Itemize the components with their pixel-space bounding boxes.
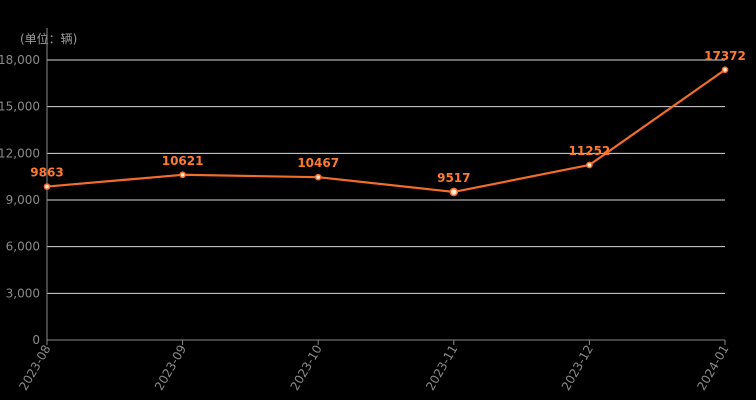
y-tick-label: 6,000 [6,240,40,254]
y-tick-label: 9,000 [6,193,40,207]
data-label: 17372 [704,49,746,63]
data-point [449,187,459,197]
series-line-path [46,68,726,194]
y-tick-label: 3,000 [6,286,40,300]
data-label: 10621 [162,154,204,168]
data-label: 9517 [437,171,470,185]
y-tick-label: 0 [32,333,40,347]
data-label: 11252 [569,144,611,158]
x-tick-label: 2024-01 [694,343,731,393]
y-tick-label: 12,000 [0,146,40,160]
data-label: 9863 [30,166,63,180]
series-line [46,68,726,194]
data-point [179,171,186,179]
x-axis: 2023-08 2023-09 2023-10 2023-11 2023-12 2024-… [16,28,732,393]
data-labels: 9863 10621 10467 9517 11252 17372 [30,49,746,185]
y-axis-ticks: 0 3,000 6,000 9,000 12,000 15,000 18,000 [0,53,40,347]
data-label: 10467 [297,156,339,170]
data-points [43,66,729,197]
data-point [314,173,322,181]
grid-lines [47,59,725,294]
x-tick-label: 2023-11 [423,343,460,393]
data-point [43,183,51,190]
data-point [721,66,729,74]
x-tick-label: 2023-12 [559,343,596,393]
y-tick-label: 15,000 [0,100,40,114]
x-tick-label: 2023-08 [16,343,53,393]
x-tick-label: 2023-09 [152,343,189,393]
y-tick-label: 18,000 [0,53,40,67]
x-tick-label: 2023-10 [288,343,325,393]
unit-label: (单位：辆) [20,32,78,46]
data-point [586,161,593,169]
